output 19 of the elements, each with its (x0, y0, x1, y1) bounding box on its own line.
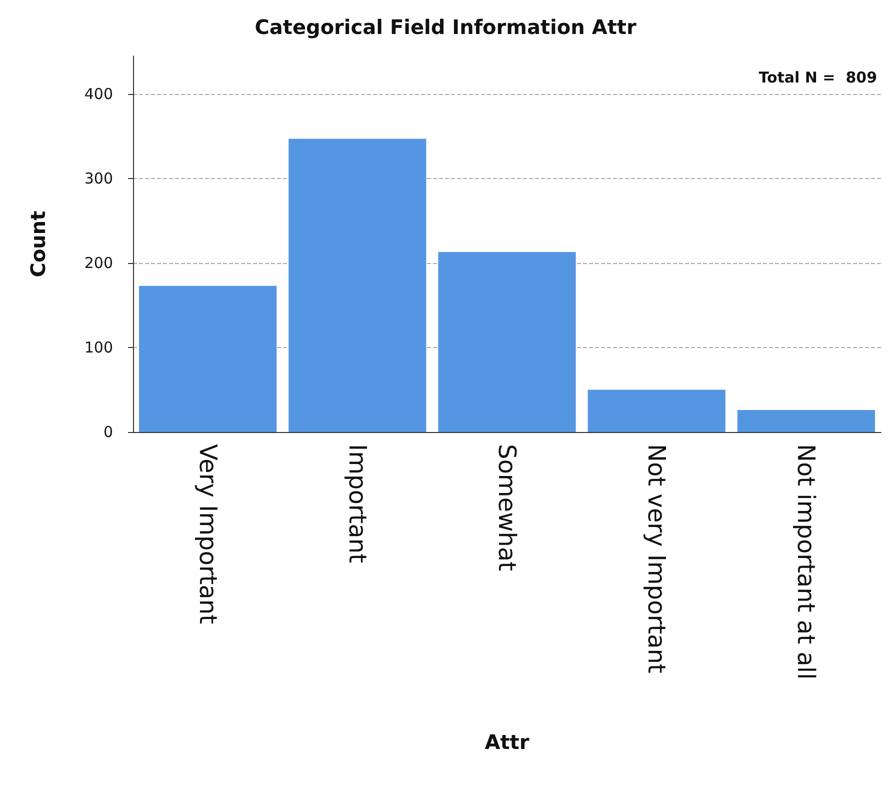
y-axis-title: Count (26, 210, 50, 278)
bar (438, 252, 576, 432)
x-tick-label: Important (343, 444, 372, 563)
x-tick-label: Very Important (194, 444, 222, 624)
x-tick-label: Not important at all (792, 444, 820, 680)
x-axis-title: Attr (484, 730, 530, 754)
y-tick-label: 200 (84, 254, 113, 272)
bar (138, 286, 277, 432)
chart-title: Categorical Field Information Attr (254, 15, 636, 39)
y-tick-label: 300 (84, 170, 113, 188)
y-tick-label: 100 (84, 338, 113, 357)
y-tick-label: 400 (84, 85, 113, 104)
y-tick-label: 0 (103, 423, 113, 441)
bar (288, 138, 426, 432)
bar (737, 410, 876, 432)
bar (588, 390, 726, 432)
x-tick-label: Somewhat (493, 444, 521, 572)
annotation: Total N = 809 (758, 68, 878, 86)
x-tick-label: Not very Important (642, 444, 671, 674)
